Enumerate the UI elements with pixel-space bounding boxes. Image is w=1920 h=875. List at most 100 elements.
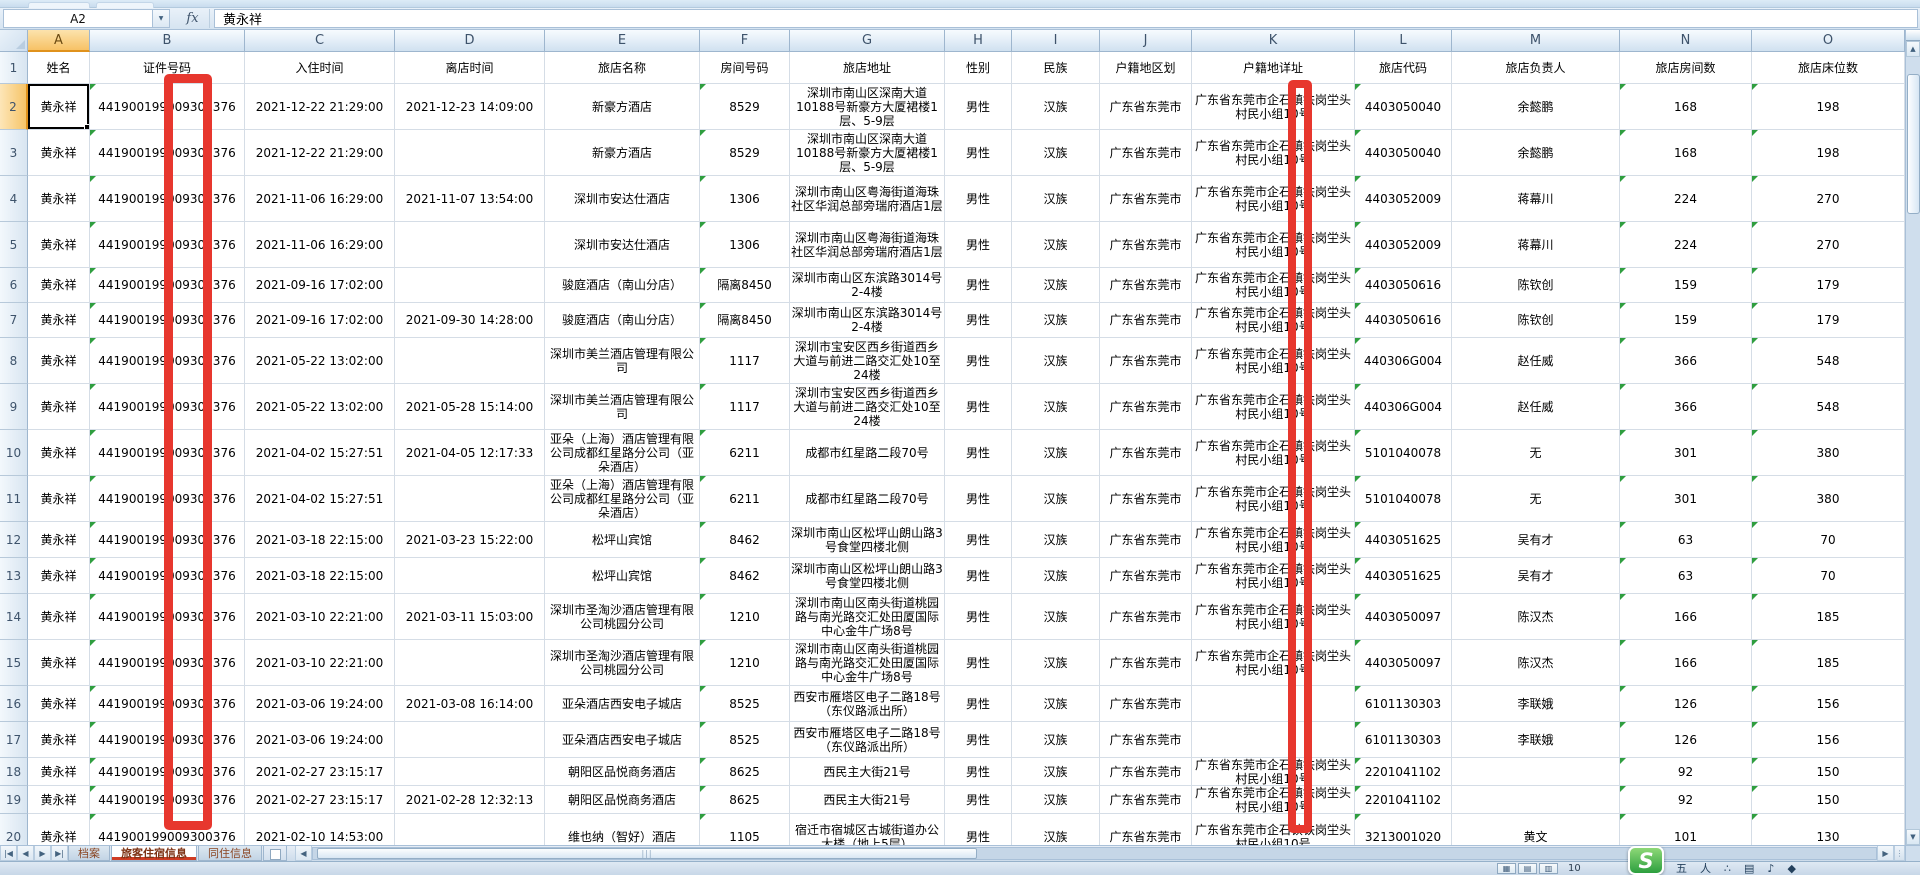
cell-G19[interactable]: 西民主大街21号 [790,786,945,814]
cell-D2[interactable]: 2021-12-23 14:09:00 [395,84,545,130]
cell-I18[interactable]: 汉族 [1012,758,1100,786]
cell-I14[interactable]: 汉族 [1012,594,1100,640]
cell-M19[interactable] [1452,786,1620,814]
cell-F19[interactable]: 8625 [700,786,790,814]
cell-M15[interactable]: 陈汉杰 [1452,640,1620,686]
cell-D19[interactable]: 2021-02-28 12:32:13 [395,786,545,814]
row-header-1[interactable]: 1 [0,52,28,84]
cell-K20[interactable]: 广东省东莞市企石镇铁岗坣头村民小组10号 [1192,814,1355,845]
cell-F12[interactable]: 8462 [700,522,790,558]
cell-F7[interactable]: 隔离8450 [700,303,790,338]
cell-L1[interactable]: 旅店代码 [1355,52,1452,84]
row-header-10[interactable]: 10 [0,430,28,476]
cell-G10[interactable]: 成都市红星路二段70号 [790,430,945,476]
cell-A6[interactable]: 黄永祥 [28,268,90,303]
cell-D10[interactable]: 2021-04-05 12:17:33 [395,430,545,476]
cell-D12[interactable]: 2021-03-23 15:22:00 [395,522,545,558]
cell-D20[interactable] [395,814,545,845]
horizontal-scroll-thumb[interactable]: ||| [317,848,977,859]
cell-J12[interactable]: 广东省东莞市 [1100,522,1192,558]
cell-J3[interactable]: 广东省东莞市 [1100,130,1192,176]
cell-J14[interactable]: 广东省东莞市 [1100,594,1192,640]
cell-J9[interactable]: 广东省东莞市 [1100,384,1192,430]
column-header-J[interactable]: J [1100,30,1192,52]
row-header-15[interactable]: 15 [0,640,28,686]
cell-D11[interactable] [395,476,545,522]
cell-D17[interactable] [395,722,545,758]
cell-K5[interactable]: 广东省东莞市企石镇铁岗坣头村民小组10号 [1192,222,1355,268]
cell-G20[interactable]: 宿迁市宿城区古城街道办公大楼（地上5层） [790,814,945,845]
cell-M16[interactable]: 李联娥 [1452,686,1620,722]
cell-F18[interactable]: 8625 [700,758,790,786]
cell-N15[interactable]: 166 [1620,640,1752,686]
cell-O2[interactable]: 198 [1752,84,1905,130]
column-header-M[interactable]: M [1452,30,1620,52]
cell-F8[interactable]: 1117 [700,338,790,384]
cell-I5[interactable]: 汉族 [1012,222,1100,268]
cell-H11[interactable]: 男性 [945,476,1012,522]
cell-H13[interactable]: 男性 [945,558,1012,594]
tab-splitter-handle[interactable]: ⋮ [1894,846,1905,861]
cell-H4[interactable]: 男性 [945,176,1012,222]
cell-H19[interactable]: 男性 [945,786,1012,814]
cell-O13[interactable]: 70 [1752,558,1905,594]
cell-A1[interactable]: 姓名 [28,52,90,84]
cell-N20[interactable]: 101 [1620,814,1752,845]
row-header-6[interactable]: 6 [0,268,28,303]
cell-D5[interactable] [395,222,545,268]
row-header-17[interactable]: 17 [0,722,28,758]
cell-O6[interactable]: 179 [1752,268,1905,303]
cell-F6[interactable]: 隔离8450 [700,268,790,303]
cell-E3[interactable]: 新豪方酒店 [545,130,700,176]
cell-J10[interactable]: 广东省东莞市 [1100,430,1192,476]
cell-K16[interactable] [1192,686,1355,722]
cell-L11[interactable]: 5101040078 [1355,476,1452,522]
cell-G7[interactable]: 深圳市南山区东滨路3014号2-4楼 [790,303,945,338]
cell-D14[interactable]: 2021-03-11 15:03:00 [395,594,545,640]
cell-E10[interactable]: 亚朵（上海）酒店管理有限公司成都红星路分公司（亚朵酒店） [545,430,700,476]
cell-G15[interactable]: 深圳市南山区南头街道桃园路与南光路交汇处田厦国际中心金牛广场8号 [790,640,945,686]
cell-N7[interactable]: 159 [1620,303,1752,338]
cell-O14[interactable]: 185 [1752,594,1905,640]
cell-C8[interactable]: 2021-05-22 13:02:00 [245,338,395,384]
last-sheet-icon[interactable]: ▶| [51,846,68,861]
cell-H7[interactable]: 男性 [945,303,1012,338]
name-box[interactable]: A2 [3,9,153,28]
ime-tool-icon-4[interactable]: ▤ [1744,861,1755,875]
cell-E9[interactable]: 深圳市美兰酒店管理有限公司 [545,384,700,430]
cell-M9[interactable]: 赵任威 [1452,384,1620,430]
cell-J11[interactable]: 广东省东莞市 [1100,476,1192,522]
cell-A9[interactable]: 黄永祥 [28,384,90,430]
cell-K1[interactable]: 户籍地详址 [1192,52,1355,84]
cell-H1[interactable]: 性别 [945,52,1012,84]
cell-M13[interactable]: 吴有才 [1452,558,1620,594]
cell-C1[interactable]: 入住时间 [245,52,395,84]
cell-D6[interactable] [395,268,545,303]
page-layout-view-icon[interactable]: ▤ [1518,863,1537,874]
row-header-18[interactable]: 18 [0,758,28,786]
cell-G11[interactable]: 成都市红星路二段70号 [790,476,945,522]
zoom-level[interactable]: 10 [1568,863,1581,874]
cell-L13[interactable]: 4403051625 [1355,558,1452,594]
cell-M18[interactable] [1452,758,1620,786]
cell-I16[interactable]: 汉族 [1012,686,1100,722]
cell-A10[interactable]: 黄永祥 [28,430,90,476]
cell-F15[interactable]: 1210 [700,640,790,686]
column-header-B[interactable]: B [90,30,245,52]
cell-M8[interactable]: 赵任威 [1452,338,1620,384]
cell-C2[interactable]: 2021-12-22 21:29:00 [245,84,395,130]
cell-H8[interactable]: 男性 [945,338,1012,384]
row-header-14[interactable]: 14 [0,594,28,640]
cell-O11[interactable]: 380 [1752,476,1905,522]
cell-K13[interactable]: 广东省东莞市企石镇铁岗坣头村民小组10号 [1192,558,1355,594]
column-header-E[interactable]: E [545,30,700,52]
cell-H9[interactable]: 男性 [945,384,1012,430]
cell-A11[interactable]: 黄永祥 [28,476,90,522]
cell-K9[interactable]: 广东省东莞市企石镇铁岗坣头村民小组10号 [1192,384,1355,430]
cell-H10[interactable]: 男性 [945,430,1012,476]
cell-E2[interactable]: 新豪方酒店 [545,84,700,130]
cell-L5[interactable]: 4403052009 [1355,222,1452,268]
cell-E1[interactable]: 旅店名称 [545,52,700,84]
cell-M7[interactable]: 陈钦创 [1452,303,1620,338]
sheet-tab-档案[interactable]: 档案 [68,846,110,861]
